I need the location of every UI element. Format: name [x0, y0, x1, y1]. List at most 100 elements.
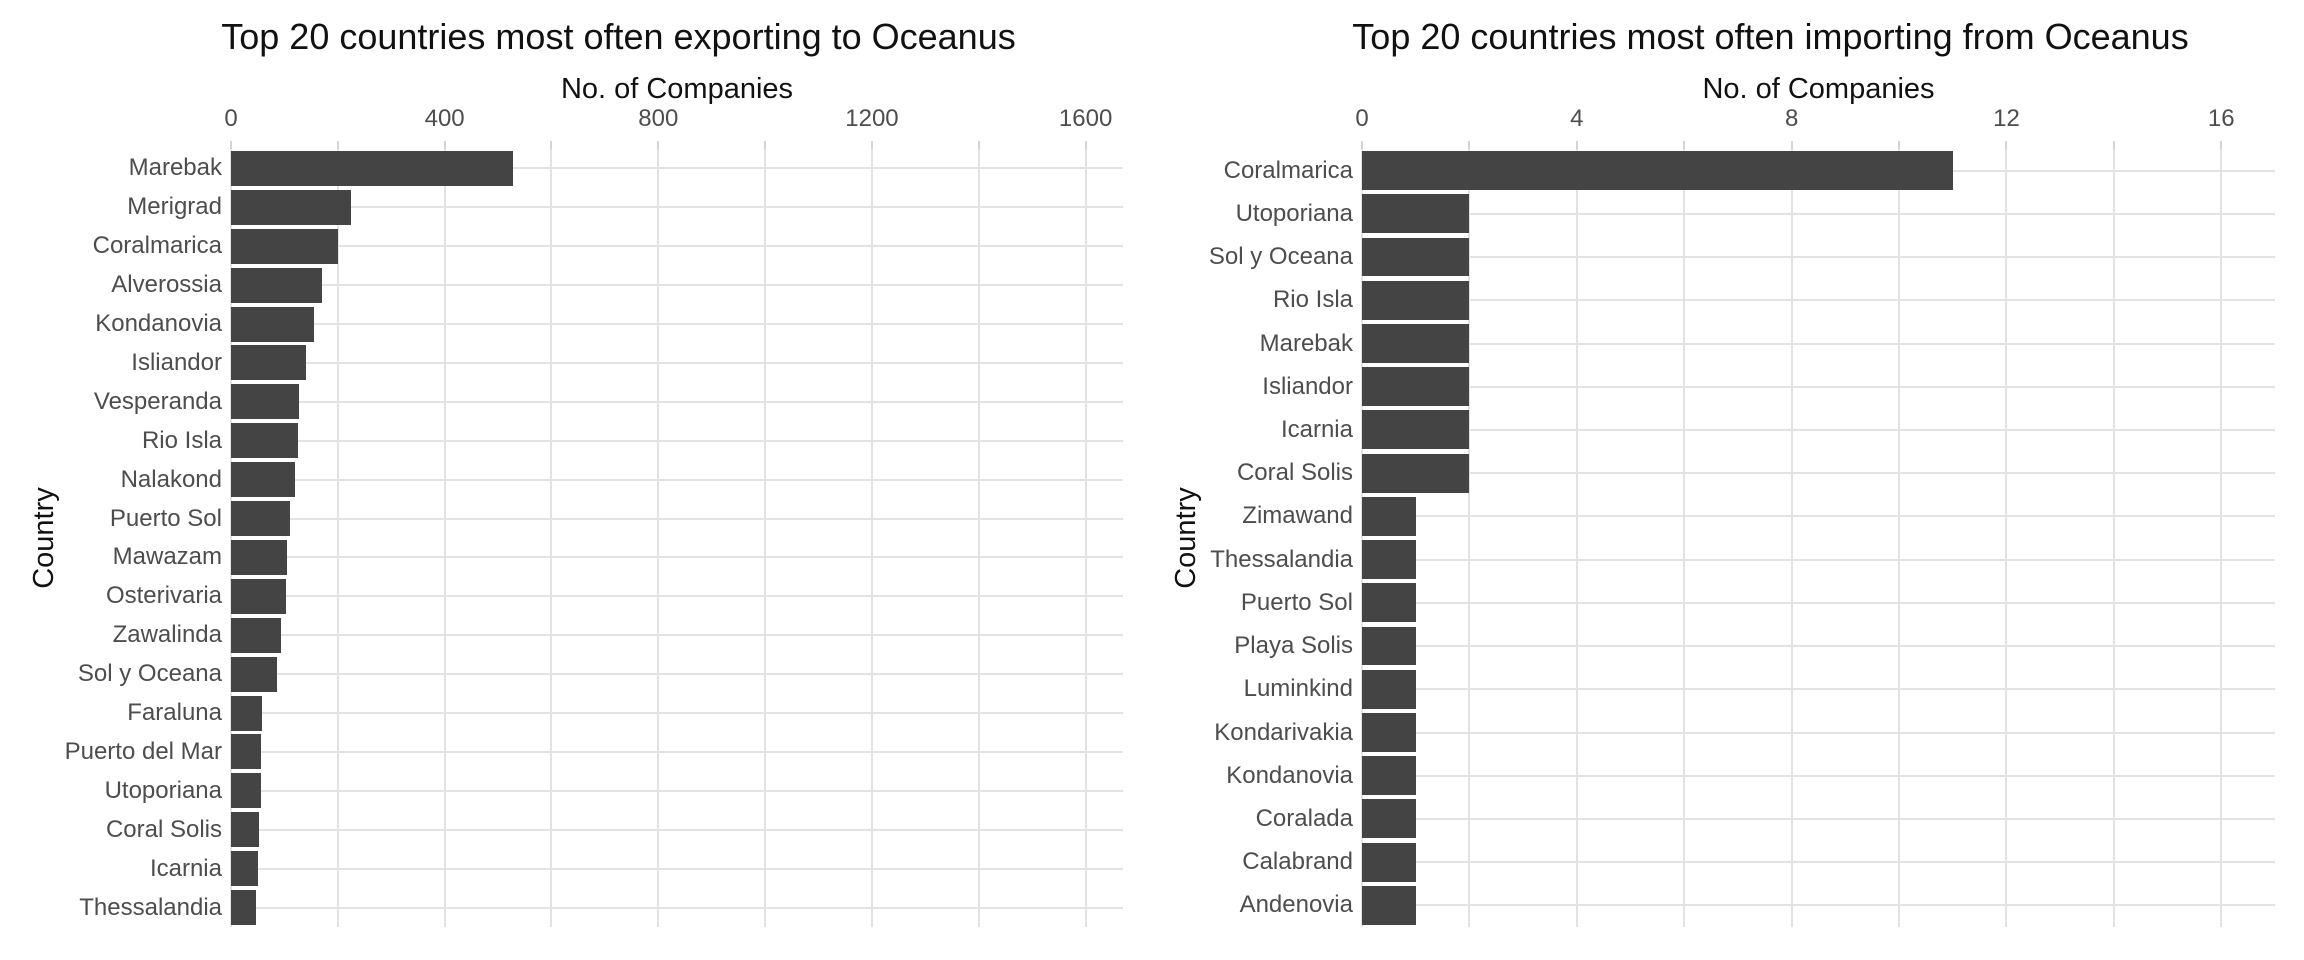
- x-tick-mark: [1575, 141, 1578, 150]
- y-tick-label: Nalakond: [120, 465, 222, 493]
- h-gridline: [231, 556, 1123, 559]
- bar: [1362, 194, 1470, 234]
- bar: [1362, 280, 1470, 320]
- bar: [231, 384, 299, 420]
- x-axis-title: No. of Companies: [560, 73, 794, 105]
- bar: [1362, 713, 1416, 752]
- x-tick-label: 400: [424, 105, 465, 132]
- h-gridline: [1362, 688, 2275, 691]
- h-gridline: [231, 789, 1123, 792]
- chart-title: Top 20 countries most often importing fr…: [1352, 16, 2189, 57]
- v-gridline: [1898, 149, 1901, 927]
- h-gridline: [1362, 342, 2275, 345]
- bar: [231, 617, 282, 653]
- v-gridline: [1468, 149, 1471, 927]
- h-gridline: [231, 906, 1123, 909]
- bar: [1362, 496, 1416, 536]
- h-gridline: [1362, 515, 2275, 518]
- h-gridline: [231, 284, 1123, 287]
- y-tick-label: Icarnia: [1280, 415, 1353, 443]
- v-gridline: [657, 149, 660, 927]
- bar: [1362, 540, 1416, 580]
- bar: [231, 228, 338, 264]
- bar: [1362, 324, 1470, 363]
- x-tick-mark: [1683, 141, 1686, 150]
- h-gridline: [231, 673, 1123, 676]
- x-tick-mark: [230, 141, 232, 150]
- bar: [231, 734, 262, 770]
- h-gridline: [231, 439, 1123, 442]
- h-gridline: [1362, 428, 2275, 431]
- y-tick-label: Mawazam: [112, 543, 222, 571]
- y-tick-label: Puerto Sol: [109, 504, 222, 532]
- h-gridline: [1362, 861, 2275, 864]
- y-tick-label: Luminkind: [1243, 675, 1353, 703]
- h-gridline: [231, 750, 1123, 753]
- h-gridline: [1362, 472, 2275, 475]
- v-gridline: [336, 149, 339, 927]
- y-tick-label: Alverossia: [111, 271, 222, 299]
- bar: [231, 578, 286, 614]
- bar: [231, 345, 306, 381]
- y-axis-labels: Marebak Merigrad Coralmarica Alverossia Kond…: [65, 154, 222, 920]
- h-gridline: [1362, 817, 2275, 820]
- y-tick-label: Rio Isla: [1272, 286, 1353, 314]
- x-tick-label: 16: [2207, 105, 2235, 132]
- x-tick-label: 8: [1784, 105, 1799, 132]
- h-gridline: [1362, 774, 2275, 777]
- y-tick-label: Coral Solis: [1236, 459, 1353, 487]
- bar: [231, 773, 261, 809]
- x-tick-label: 1200: [845, 105, 899, 132]
- h-gridline: [1362, 212, 2275, 215]
- x-tick-mark: [1790, 141, 1793, 150]
- chart-title: Top 20 countries most often exporting to…: [221, 16, 1016, 57]
- x-tick-mark: [870, 141, 873, 150]
- y-tick-label: Playa Solis: [1234, 632, 1353, 660]
- bar: [231, 501, 291, 537]
- h-gridline: [1362, 558, 2275, 561]
- y-tick-label: Marebak: [1259, 329, 1353, 357]
- x-tick-label: 12: [1993, 105, 2020, 132]
- y-tick-label: Zawalinda: [112, 621, 222, 649]
- h-gridline: [231, 595, 1123, 598]
- v-gridline: [1790, 149, 1793, 927]
- v-gridline: [2220, 149, 2223, 927]
- v-gridline: [1084, 149, 1087, 927]
- bar: [1362, 583, 1416, 623]
- x-tick-mark: [2220, 141, 2223, 150]
- y-axis-labels: Coralmarica Utoporiana Sol y Oceana Rio Isl…: [1152, 0, 2304, 960]
- v-gridline: [2112, 149, 2115, 927]
- v-gridline: [1575, 149, 1578, 927]
- x-tick-label: 1600: [1058, 105, 1113, 132]
- h-gridline: [1362, 731, 2275, 734]
- v-gridline: [2005, 149, 2008, 927]
- x-tick-mark: [1898, 141, 1901, 150]
- bar: [231, 150, 514, 186]
- plot-panel: [1361, 149, 2275, 927]
- y-tick-label: Kondanovia: [95, 310, 222, 338]
- y-tick-label: Vesperanda: [93, 387, 222, 415]
- x-tick-mark: [336, 141, 339, 150]
- y-tick-label: Sol y Oceana: [77, 660, 222, 688]
- bar: [1362, 842, 1416, 882]
- h-gridline: [231, 712, 1123, 715]
- bar: [231, 695, 262, 731]
- x-axis: 0 4 8 12 16: [1152, 0, 2304, 152]
- h-gridline: [1362, 385, 2275, 388]
- h-gridline: [1362, 601, 2275, 604]
- y-tick-label: Kondarivakia: [1214, 718, 1353, 746]
- h-gridline: [231, 634, 1123, 637]
- export-chart: Top 20 countries most often exporting to…: [0, 0, 1152, 927]
- x-axis: 0 400 800 1200 1600: [0, 0, 1152, 152]
- y-tick-label: Puerto Sol: [1240, 588, 1353, 616]
- bar: [1362, 151, 1953, 191]
- h-gridline: [231, 245, 1123, 248]
- bar: [1362, 367, 1470, 407]
- bar: [231, 851, 258, 887]
- y-tick-label: Coralada: [1255, 804, 1353, 832]
- h-gridline: [231, 167, 1123, 170]
- y-tick-label: Coralmarica: [1223, 156, 1353, 184]
- y-tick-label: Utoporiana: [104, 776, 222, 804]
- import-chart: Top 20 countries most often importing fr…: [1152, 0, 2304, 960]
